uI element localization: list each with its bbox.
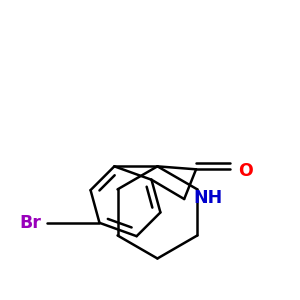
- Text: NH: NH: [193, 189, 222, 207]
- Text: Br: Br: [20, 214, 41, 232]
- Text: O: O: [238, 162, 252, 180]
